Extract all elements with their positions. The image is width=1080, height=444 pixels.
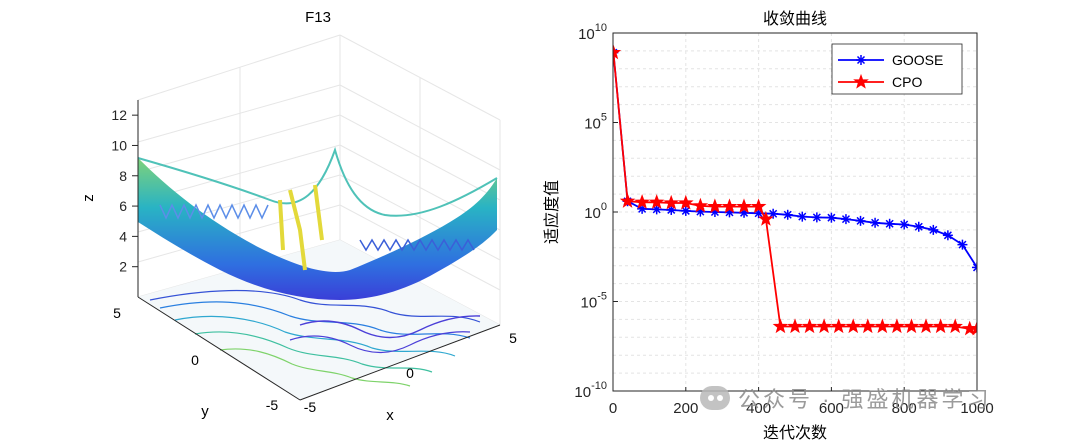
legend-item-cpo[interactable]: CPO xyxy=(838,73,922,90)
x-tick-label: 800 xyxy=(892,400,917,417)
goose-marker xyxy=(928,224,939,235)
axis-ticks: 0 200 400 600 800 1000 1010 105 100 10-5 10-10 xyxy=(574,22,993,417)
plot-frame xyxy=(612,32,978,392)
cpo-marker xyxy=(816,318,832,334)
z-tick-label: 6 xyxy=(119,198,127,214)
goose-marker xyxy=(811,212,822,223)
goose-marker xyxy=(884,218,895,229)
cpo-marker xyxy=(947,318,963,334)
z-axis-label: z xyxy=(80,194,97,202)
z-tick-label: 2 xyxy=(119,259,127,275)
goose-marker xyxy=(899,219,910,230)
surface-y-label: y xyxy=(201,403,209,420)
goose-marker xyxy=(942,230,953,241)
legend-label: CPO xyxy=(892,74,922,90)
goose-marker xyxy=(782,209,793,220)
surface-title: F13 xyxy=(305,9,331,26)
series-layer xyxy=(613,44,977,336)
x-tick-label: 1000 xyxy=(960,400,993,417)
cpo-marker xyxy=(932,318,949,334)
x-tick-neg5: -5 xyxy=(304,399,317,415)
cpo-marker xyxy=(787,318,803,334)
floor-axes: 5 0 -5 -5 0 5 y x xyxy=(113,296,517,424)
x-tick-0: 0 xyxy=(406,365,414,381)
legend-marker xyxy=(853,73,869,89)
x-axis-label: 迭代次数 xyxy=(763,423,827,442)
cpo-marker xyxy=(969,320,977,336)
x-tick-label: 600 xyxy=(819,400,844,417)
watermark-text: 公众号 · 强盛机器学习 xyxy=(738,387,992,412)
x-tick-label: 400 xyxy=(746,400,771,417)
cpo-marker xyxy=(758,210,774,226)
legend-box xyxy=(831,43,963,95)
z-axis: 2 4 6 8 10 12 z xyxy=(80,100,139,297)
legend[interactable]: GOOSE CPO xyxy=(831,43,963,95)
cpo-marker xyxy=(889,318,905,334)
cpo-marker xyxy=(619,193,636,208)
cpo-marker xyxy=(801,318,818,334)
cpo-marker xyxy=(721,198,738,214)
y-axis-label: 适应度值 xyxy=(542,180,561,244)
surface-plot: F13 xyxy=(80,9,517,424)
cpo-marker xyxy=(874,318,891,334)
goose-marker xyxy=(840,214,851,225)
legend-label: GOOSE xyxy=(892,52,943,68)
cpo-marker xyxy=(830,318,847,334)
goose-marker xyxy=(797,211,808,222)
y-tick-0: 0 xyxy=(191,352,199,368)
cpo-marker xyxy=(736,198,752,214)
x-tick-label: 0 xyxy=(609,400,617,417)
y-tick-label: 10-10 xyxy=(574,380,607,401)
goose-marker xyxy=(680,205,691,216)
goose-marker xyxy=(972,262,977,273)
y-tick-5: 5 xyxy=(113,305,121,321)
goose-marker xyxy=(768,208,779,219)
series-cpo xyxy=(613,44,977,336)
y-tick-label: 100 xyxy=(584,201,607,222)
y-tick-label: 10-5 xyxy=(581,291,607,312)
cpo-marker xyxy=(750,198,767,214)
z-tick-label: 4 xyxy=(119,228,127,244)
legend-item-goose[interactable]: GOOSE xyxy=(838,52,943,68)
z-tick-label: 10 xyxy=(111,137,127,153)
cpo-marker xyxy=(772,318,789,334)
goose-marker xyxy=(913,221,924,232)
z-tick-label: 12 xyxy=(111,107,127,123)
cpo-marker xyxy=(663,194,679,210)
cpo-marker xyxy=(692,197,709,213)
x-tick-5: 5 xyxy=(509,330,517,346)
goose-marker xyxy=(855,215,866,226)
z-tick-label: 8 xyxy=(119,168,127,184)
y-tick-neg5: -5 xyxy=(266,397,279,413)
cpo-marker xyxy=(903,318,920,334)
cpo-marker xyxy=(634,194,650,209)
surface-mesh xyxy=(137,146,498,300)
convergence-chart: 收敛曲线 0 200 400 600 800 1000 1010 105 100 10-5 10-1… xyxy=(542,9,994,442)
cpo-marker xyxy=(678,194,694,210)
watermark: 公众号 · 强盛机器学习 xyxy=(700,382,992,414)
cpo-marker xyxy=(648,194,665,209)
wechat-icon xyxy=(700,386,730,410)
cpo-marker xyxy=(859,318,876,334)
goose-marker xyxy=(856,55,866,65)
cpo-marker xyxy=(845,318,862,334)
cpo-marker xyxy=(918,318,934,334)
goose-marker xyxy=(826,212,837,223)
goose-marker xyxy=(957,239,968,250)
goose-marker xyxy=(870,217,881,228)
x-tick-label: 200 xyxy=(673,400,698,417)
y-tick-label: 105 xyxy=(584,112,607,133)
surface-x-label: x xyxy=(386,407,394,424)
y-tick-label: 1010 xyxy=(578,22,607,43)
cpo-marker xyxy=(707,198,723,214)
chart-title: 收敛曲线 xyxy=(763,9,827,28)
